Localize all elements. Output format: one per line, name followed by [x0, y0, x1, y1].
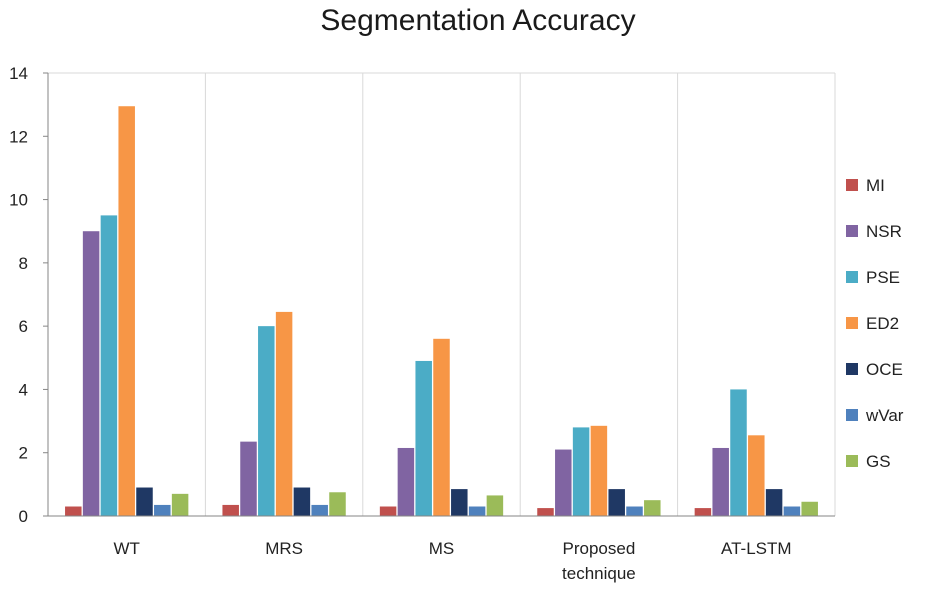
legend-swatch-mi — [846, 179, 858, 191]
y-tick-label: 10 — [9, 191, 28, 210]
bar-oce-3 — [608, 489, 625, 516]
bar-wvar-0 — [154, 504, 171, 516]
bars-layer — [65, 106, 818, 516]
legend-swatch-ed2 — [846, 317, 858, 329]
legend-swatch-pse — [846, 271, 858, 283]
bar-wvar-3 — [626, 506, 643, 516]
bar-ed2-1 — [275, 311, 293, 516]
category-label: MRS — [265, 539, 303, 558]
bar-mi-3 — [537, 508, 554, 516]
bar-mi-1 — [222, 504, 239, 516]
bar-mi-2 — [379, 506, 397, 516]
bar-ed2-3 — [590, 425, 608, 516]
bar-nsr-3 — [555, 449, 572, 516]
y-tick-label: 12 — [9, 127, 28, 146]
bar-wvar-4 — [783, 506, 801, 516]
legend-label-ed2: ED2 — [866, 314, 899, 333]
bar-pse-2 — [415, 360, 432, 516]
bar-oce-0 — [136, 487, 153, 516]
bar-gs-1 — [329, 492, 346, 516]
bar-gs-0 — [171, 493, 189, 516]
legend-label-nsr: NSR — [866, 222, 902, 241]
bar-ed2-4 — [748, 435, 765, 516]
legend-swatch-gs — [846, 455, 858, 467]
bar-gs-4 — [801, 501, 818, 516]
bar-oce-2 — [451, 489, 468, 516]
bar-wvar-1 — [311, 504, 328, 516]
y-tick-label: 4 — [19, 380, 28, 399]
bar-oce-4 — [765, 489, 783, 516]
bar-gs-3 — [644, 500, 661, 516]
bar-nsr-1 — [240, 441, 257, 516]
legend-swatch-wvar — [846, 409, 858, 421]
legend: MI NSR PSE ED2 OCE wVar GS — [846, 176, 904, 471]
y-tick-label: 6 — [19, 317, 28, 336]
bar-pse-3 — [572, 427, 590, 516]
legend-label-pse: PSE — [866, 268, 900, 287]
bar-ed2-2 — [433, 338, 450, 516]
bar-nsr-2 — [397, 447, 415, 516]
category-label: Proposed — [563, 539, 636, 558]
y-tick-label: 8 — [19, 254, 28, 273]
legend-swatch-oce — [846, 363, 858, 375]
legend-label-mi: MI — [866, 176, 885, 195]
bar-pse-4 — [730, 389, 747, 516]
axis-layer: 0 2 4 6 8 10 12 14 WT MRS MS Proposed technique AT-LS… — [9, 64, 835, 583]
y-tick-label: 2 — [19, 444, 28, 463]
legend-label-wvar: wVar — [865, 406, 904, 425]
bar-gs-2 — [486, 495, 504, 516]
category-label: MS — [429, 539, 455, 558]
y-tick-label: 0 — [19, 507, 28, 526]
bar-mi-0 — [65, 506, 82, 516]
chart-title: Segmentation Accuracy — [320, 4, 636, 37]
category-label: AT-LSTM — [721, 539, 792, 558]
legend-swatch-nsr — [846, 225, 858, 237]
bar-pse-0 — [100, 215, 118, 516]
category-label: WT — [113, 539, 139, 558]
bar-pse-1 — [258, 326, 275, 516]
legend-label-oce: OCE — [866, 360, 903, 379]
bar-nsr-4 — [712, 447, 729, 516]
grid-layer — [48, 72, 836, 516]
bar-mi-4 — [694, 508, 712, 516]
bar-oce-1 — [293, 487, 311, 516]
y-tick-label: 14 — [9, 64, 28, 83]
bar-wvar-2 — [468, 506, 486, 516]
bar-nsr-0 — [82, 231, 100, 516]
bar-ed2-0 — [118, 106, 135, 516]
legend-label-gs: GS — [866, 452, 891, 471]
category-label: technique — [562, 564, 636, 583]
